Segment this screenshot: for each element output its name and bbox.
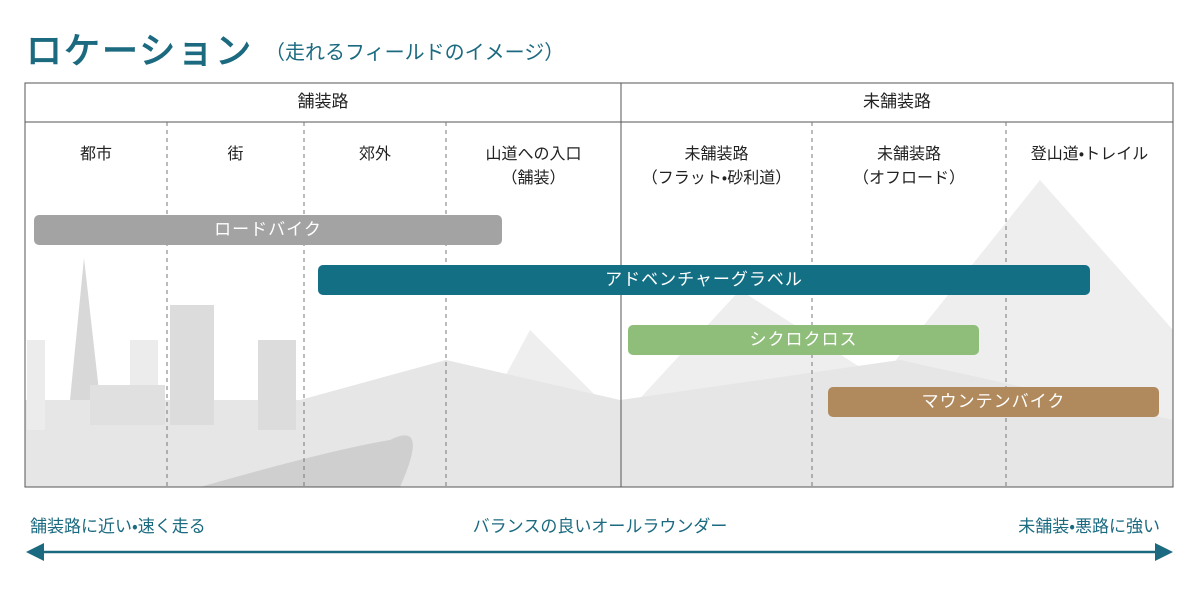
column-label: 郊外 bbox=[304, 142, 446, 166]
subtitle: （走れるフィールドのイメージ） bbox=[265, 40, 565, 64]
scale-right: 未舗装・悪路に強い bbox=[1018, 517, 1160, 537]
scale-left: 舗装路に近い・速く走る bbox=[30, 517, 206, 537]
column-label: 山道への入口 （舗装） bbox=[446, 142, 621, 190]
column-label-line: 未舗装路 bbox=[684, 144, 749, 163]
column-label-line: 街 bbox=[227, 144, 244, 163]
scale-center: バランスの良いオールラウンダー bbox=[472, 517, 728, 537]
column-label-line: 都市 bbox=[79, 144, 112, 163]
column-label: 街 bbox=[167, 142, 304, 166]
bar: アドベンチャーグラベル bbox=[318, 265, 1090, 295]
table-border bbox=[24, 82, 1174, 488]
column-label: 都市 bbox=[25, 142, 167, 166]
column-label-line: 登山道・トレイル bbox=[1030, 144, 1149, 163]
column-label: 未舗装路 （オフロード） bbox=[812, 142, 1006, 190]
column-label: 登山道・トレイル bbox=[1006, 142, 1173, 166]
group-label: 未舗装路 bbox=[863, 92, 931, 112]
bar: シクロクロス bbox=[628, 325, 979, 355]
column-label-line: （舗装） bbox=[501, 168, 566, 187]
column-label-line: 未舗装路 bbox=[876, 144, 941, 163]
column-label-line: （オフロード） bbox=[852, 168, 965, 187]
group-label: 舗装路 bbox=[297, 92, 349, 112]
bar: ロードバイク bbox=[34, 215, 502, 245]
column-label-line: 郊外 bbox=[358, 144, 391, 163]
column-label: 未舗装路 （フラット・砂利道） bbox=[621, 142, 812, 190]
column-dividers bbox=[166, 122, 1007, 487]
column-label-line: （フラット・砂利道） bbox=[641, 168, 792, 187]
bar: マウンテンバイク bbox=[828, 387, 1159, 417]
column-label-line: 山道への入口 bbox=[485, 144, 582, 163]
title: ロケーション bbox=[26, 31, 254, 72]
scale-arrow bbox=[26, 543, 1173, 561]
